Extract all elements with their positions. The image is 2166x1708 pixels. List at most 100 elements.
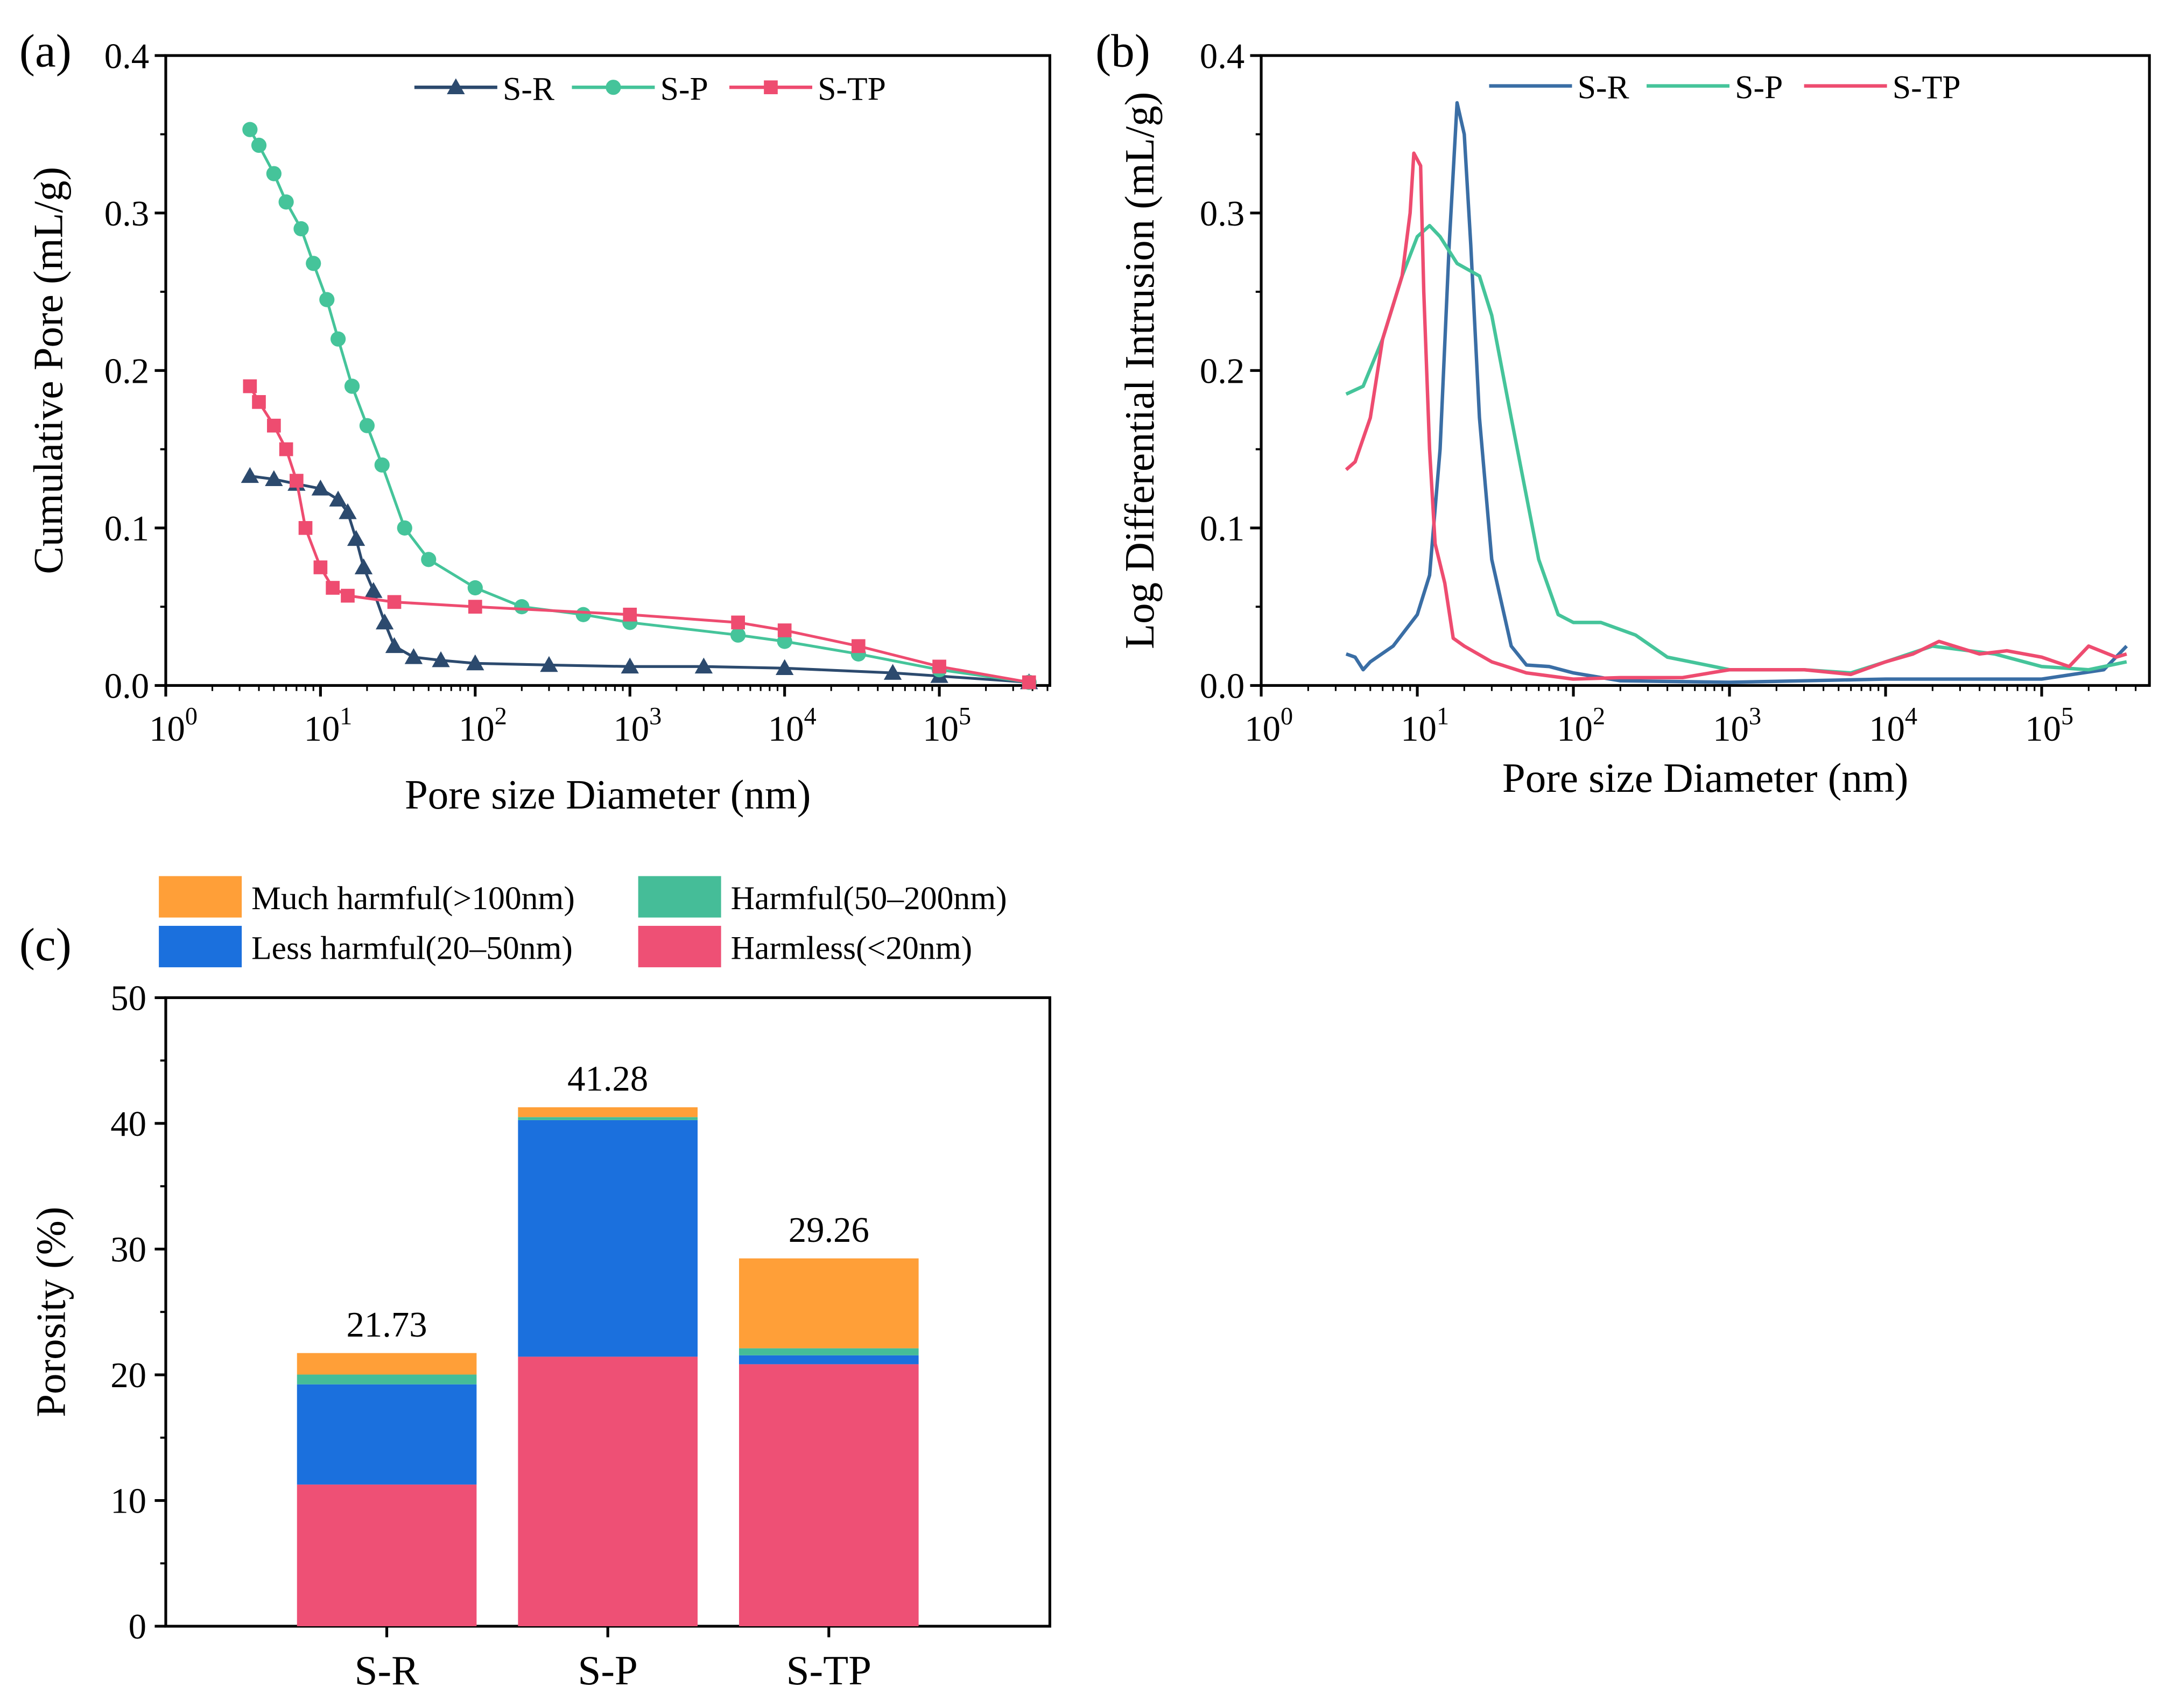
y-tick-label: 0.1 bbox=[1200, 509, 1244, 549]
x-tick-base: 10 bbox=[149, 709, 185, 749]
x-tick-label: 105 bbox=[2025, 702, 2073, 749]
bar-segment bbox=[518, 1120, 698, 1357]
y-tick-label: 40 bbox=[110, 1105, 146, 1144]
y-axis-label: Porosity (%) bbox=[28, 1207, 74, 1417]
x-tick-label: 103 bbox=[613, 702, 662, 749]
circle-marker bbox=[359, 418, 375, 433]
series-s-r bbox=[1345, 101, 2128, 684]
bar-segment bbox=[297, 1374, 477, 1384]
y-tick-label: 0.4 bbox=[104, 37, 149, 76]
circle-marker bbox=[330, 331, 346, 347]
x-tick-exponent: 3 bbox=[1749, 702, 1761, 729]
circle-marker bbox=[467, 580, 483, 596]
x-tick-label: 104 bbox=[1869, 702, 1917, 749]
triangle-marker bbox=[265, 470, 283, 486]
bar-group-s-p: 41.28 bbox=[518, 1059, 698, 1627]
x-tick-base: 10 bbox=[1713, 709, 1749, 749]
circle-marker bbox=[374, 457, 390, 473]
series-line bbox=[1345, 223, 2127, 675]
x-tick-label: S-TP bbox=[786, 1647, 871, 1693]
square-marker bbox=[777, 623, 792, 637]
x-tick-base: 10 bbox=[1557, 709, 1593, 749]
legend-item-s-tp: S-TP bbox=[1804, 69, 1960, 106]
panel-label: (c) bbox=[19, 918, 72, 971]
y-tick-label: 0.1 bbox=[104, 509, 149, 549]
bar-segment bbox=[739, 1364, 919, 1627]
x-tick-base: 10 bbox=[768, 709, 804, 749]
circle-marker bbox=[306, 256, 321, 271]
x-tick-exponent: 0 bbox=[1281, 702, 1293, 729]
bar-segment bbox=[297, 1484, 477, 1627]
series-s-p bbox=[242, 122, 1037, 690]
square-marker bbox=[932, 659, 946, 674]
triangle-marker bbox=[347, 530, 365, 546]
bar-segment bbox=[297, 1353, 477, 1375]
circle-marker bbox=[777, 634, 792, 649]
legend-item: Harmful(50–200nm) bbox=[638, 876, 1007, 918]
x-tick-label: S-P bbox=[578, 1647, 638, 1693]
y-axis-label: Log Differential Intrusion (mL/g) bbox=[1116, 92, 1163, 649]
bar-total-label: 21.73 bbox=[347, 1305, 427, 1345]
x-tick-label: S-R bbox=[355, 1647, 419, 1693]
triangle-marker bbox=[364, 582, 383, 598]
x-axis-label: Pore size Diameter (nm) bbox=[405, 771, 811, 818]
square-marker bbox=[290, 474, 304, 488]
legend-label: Much harmful(>100nm) bbox=[251, 880, 575, 917]
series-s-tp bbox=[1345, 151, 2127, 681]
panel-c: 0 10 20 30 40 50 21.73 S-R 41.28 S-P 29.26 S-TP Poro… bbox=[19, 876, 1051, 1693]
triangle-marker bbox=[339, 503, 357, 519]
x-tick-exponent: 4 bbox=[804, 702, 817, 729]
triangle-marker bbox=[311, 480, 330, 496]
y-tick-label: 0.2 bbox=[104, 352, 149, 391]
x-tick-exponent: 2 bbox=[1593, 702, 1605, 729]
circle-marker bbox=[293, 221, 309, 237]
square-marker bbox=[387, 595, 402, 609]
x-tick-exponent: 5 bbox=[959, 702, 971, 729]
triangle-marker bbox=[329, 490, 347, 507]
y-tick-label: 0 bbox=[129, 1607, 146, 1647]
circle-marker bbox=[344, 378, 360, 394]
bar-segment bbox=[297, 1384, 477, 1485]
square-marker bbox=[341, 588, 355, 603]
y-tick-label: 0.3 bbox=[1200, 194, 1244, 234]
plot-frame bbox=[164, 54, 1051, 687]
legend-swatch bbox=[638, 876, 721, 918]
legend-label: Harmless(<20nm) bbox=[731, 930, 973, 967]
bar-segment bbox=[739, 1348, 919, 1355]
legend-label: S-P bbox=[1735, 69, 1783, 106]
circle-marker bbox=[421, 552, 437, 567]
series-s-tp bbox=[243, 379, 1036, 690]
square-marker bbox=[468, 600, 482, 614]
circle-marker bbox=[266, 166, 282, 181]
y-axis-label: Cumulative Pore (mL/g) bbox=[25, 167, 71, 574]
triangle-marker bbox=[385, 637, 404, 653]
x-tick-exponent: 3 bbox=[649, 702, 662, 729]
x-tick-exponent: 2 bbox=[495, 702, 507, 729]
legend-item-s-tp: S-TP bbox=[729, 71, 886, 107]
bar-segment bbox=[739, 1258, 919, 1348]
legend-swatch bbox=[159, 876, 242, 918]
legend-item-s-r: S-R bbox=[1489, 69, 1629, 106]
x-tick-label: 103 bbox=[1713, 702, 1761, 749]
legend-item: Less harmful(20–50nm) bbox=[159, 925, 573, 967]
legend-label: Harmful(50–200nm) bbox=[731, 880, 1007, 917]
triangle-marker bbox=[447, 78, 465, 95]
x-tick-base: 10 bbox=[1869, 709, 1905, 749]
triangle-marker bbox=[404, 648, 423, 664]
legend-label: S-R bbox=[1578, 69, 1629, 106]
circle-marker bbox=[242, 122, 258, 137]
bar-segment bbox=[518, 1117, 698, 1120]
x-tick-base: 10 bbox=[459, 709, 495, 749]
square-marker bbox=[851, 639, 866, 653]
legend-swatch bbox=[159, 925, 242, 967]
triangle-marker bbox=[694, 657, 713, 674]
circle-marker bbox=[397, 520, 412, 536]
series-s-r bbox=[241, 467, 1038, 690]
x-tick-label: 102 bbox=[459, 702, 507, 749]
y-tick-label: 30 bbox=[110, 1231, 146, 1270]
square-marker bbox=[623, 607, 637, 622]
circle-marker bbox=[278, 194, 294, 210]
series-s-p bbox=[1345, 223, 2127, 675]
legend-item-s-r: S-R bbox=[414, 71, 554, 107]
triangle-marker bbox=[883, 664, 902, 680]
